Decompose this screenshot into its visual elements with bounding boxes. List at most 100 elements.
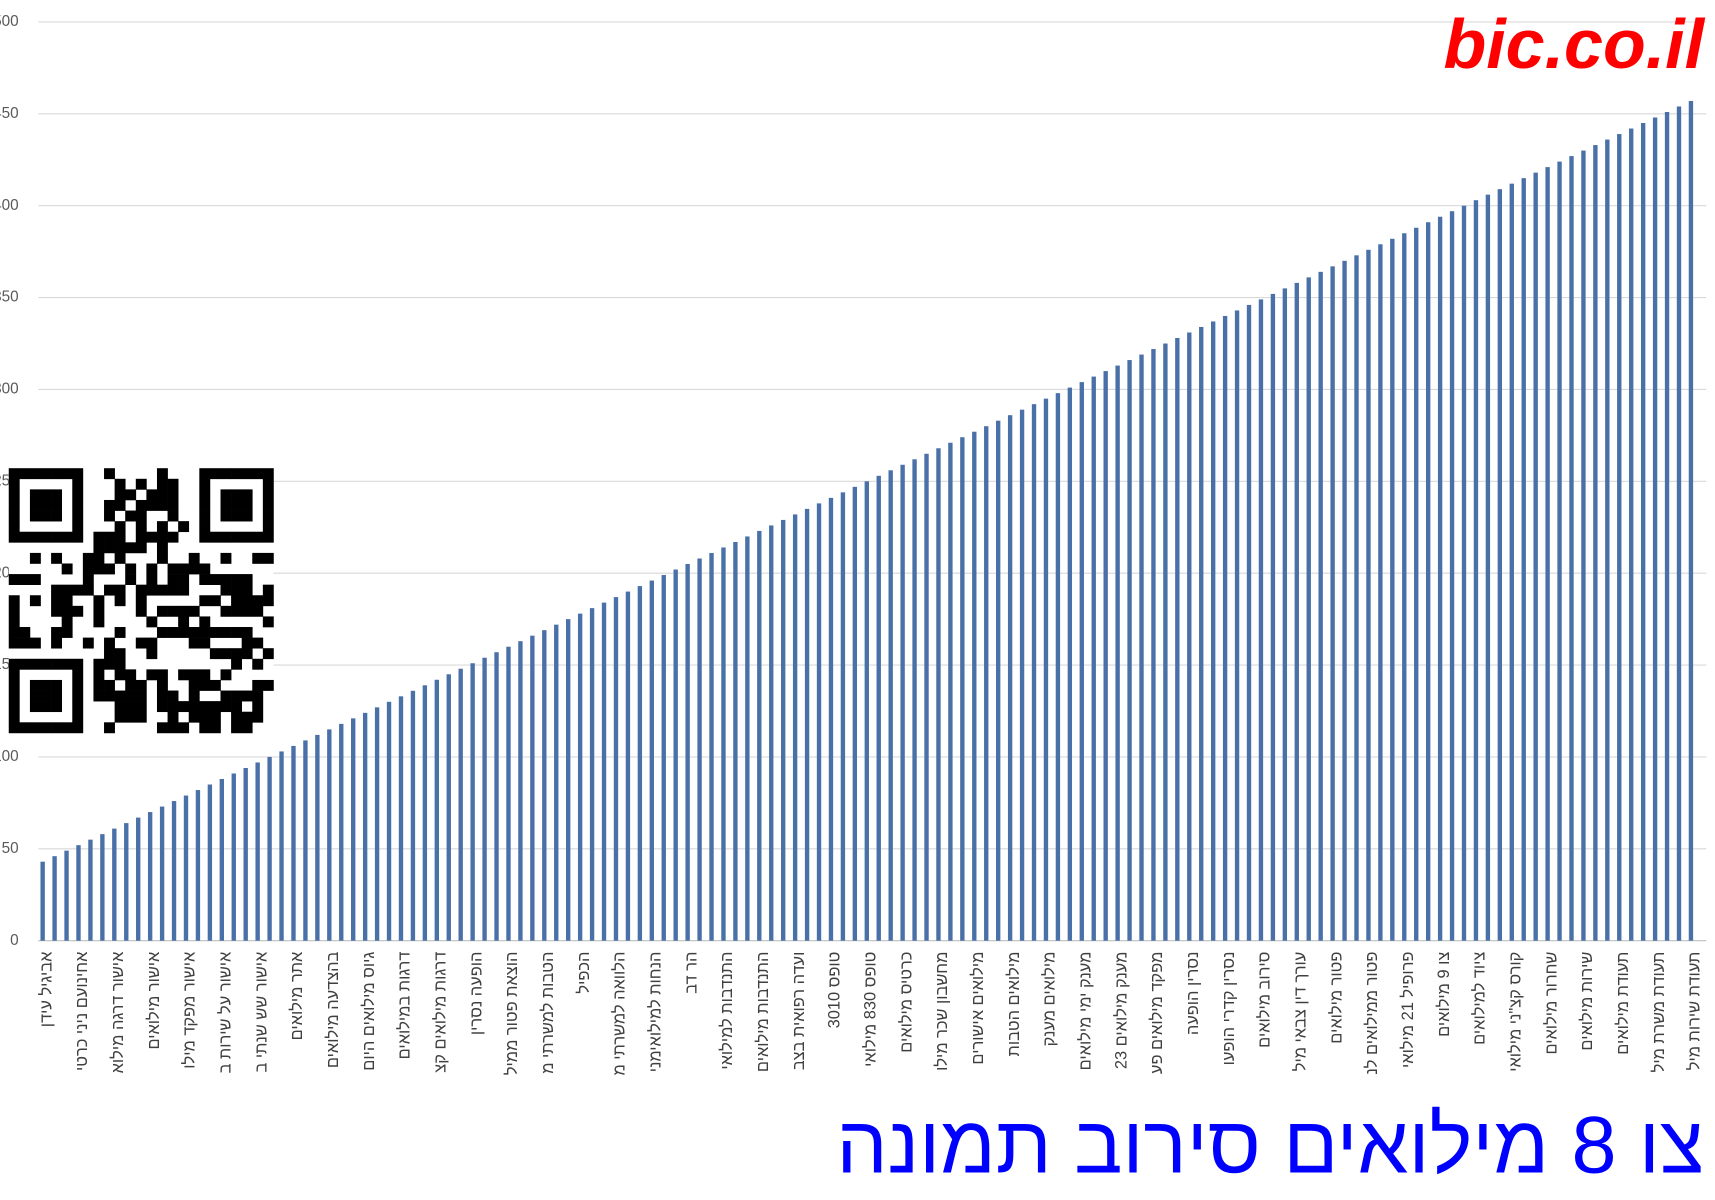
qr-module <box>252 690 264 702</box>
bar <box>362 712 368 941</box>
qr-module <box>188 627 200 638</box>
bar <box>1414 227 1419 941</box>
bar <box>494 652 499 941</box>
qr-module <box>199 616 211 628</box>
qr-module <box>231 605 243 617</box>
qr-module <box>199 563 211 575</box>
qr-module <box>156 521 168 533</box>
qr-module <box>135 595 147 607</box>
chart-title: צו 8 מילואים סירוב תמונה <box>836 1101 1704 1191</box>
bars <box>40 100 1694 941</box>
qr-module <box>135 637 147 649</box>
bar <box>984 426 989 941</box>
qr-module <box>51 468 63 480</box>
y-tick-label: 450 <box>0 105 19 122</box>
grid <box>38 21 1707 942</box>
qr-module <box>156 531 168 543</box>
bar <box>948 442 953 941</box>
qr-module <box>93 616 105 628</box>
bar <box>697 558 702 941</box>
bar <box>972 431 977 941</box>
x-tick-label: ציוד למילואים <box>1471 952 1489 1045</box>
qr-module <box>29 595 41 607</box>
bar <box>792 514 798 941</box>
qr-module <box>199 627 211 638</box>
qr-module <box>125 711 137 723</box>
bar <box>900 464 905 941</box>
qr-module <box>29 574 41 585</box>
bar <box>613 597 619 941</box>
bar <box>1640 123 1646 941</box>
qr-module <box>262 468 274 480</box>
qr-module <box>61 722 73 734</box>
qr-module <box>40 690 52 702</box>
x-tick-label: אחינועם ניני כרטי <box>73 951 91 1071</box>
qr-module <box>72 722 84 734</box>
y-tick-label: 500 <box>0 13 19 30</box>
x-tick-label: אישור מפקד מילו <box>181 951 199 1069</box>
qr-module <box>135 584 147 596</box>
bar <box>112 828 117 941</box>
qr-module <box>241 595 253 607</box>
qr-module <box>104 679 115 691</box>
qr-module <box>262 595 274 607</box>
bar <box>936 448 941 941</box>
qr-module <box>51 499 63 511</box>
bar <box>625 591 631 941</box>
qr-module <box>241 510 253 522</box>
bar <box>1199 326 1204 941</box>
qr-module <box>40 489 52 501</box>
x-tick-label: שירות מילואים <box>1578 952 1596 1051</box>
qr-module <box>241 690 253 702</box>
qr-module <box>167 489 179 501</box>
x-tick-label: מחשבון שכר מילו <box>933 952 951 1071</box>
qr-module <box>82 574 94 585</box>
qr-module <box>231 627 243 638</box>
bar <box>1509 183 1514 941</box>
bar <box>1497 189 1503 941</box>
qr-module <box>51 595 63 607</box>
bar <box>303 740 308 941</box>
qr-module <box>241 499 253 511</box>
qr-module <box>231 499 243 511</box>
qr-module <box>104 531 115 543</box>
bar <box>339 723 344 941</box>
qr-module <box>209 531 221 543</box>
qr-module <box>125 574 137 585</box>
qr-module <box>61 605 73 617</box>
x-tick-label: אישור דרגה מילוא <box>109 951 127 1073</box>
qr-module <box>8 722 20 734</box>
x-tick-label: מילואים הטבות <box>1005 952 1023 1057</box>
qr-module <box>135 701 147 713</box>
qr-module <box>114 542 126 554</box>
qr-module <box>178 574 190 585</box>
qr-module <box>241 637 253 649</box>
qr-module <box>51 552 63 564</box>
qr-module <box>8 637 20 649</box>
bar <box>1007 415 1013 941</box>
qr-module <box>93 669 105 681</box>
qr-module <box>252 701 264 713</box>
bar <box>1473 200 1479 941</box>
qr-module <box>8 690 20 702</box>
qr-module <box>51 701 63 713</box>
bar <box>1378 244 1383 941</box>
qr-module <box>241 574 253 585</box>
qr-module <box>51 510 63 522</box>
qr-module <box>146 563 158 575</box>
qr-module <box>178 605 190 617</box>
bar <box>1091 376 1096 941</box>
qr-module <box>231 595 243 607</box>
qr-module <box>220 648 232 660</box>
x-tick-label: התנדבות מילואים <box>754 952 772 1072</box>
qr-module <box>8 478 20 490</box>
bar <box>422 685 428 941</box>
x-tick-label: טופס 830 מילואי <box>862 952 880 1067</box>
qr-module <box>178 722 190 734</box>
qr-module <box>209 722 221 734</box>
qr-module <box>220 468 232 480</box>
qr-module <box>135 510 147 522</box>
qr-module <box>188 605 200 617</box>
qr-module <box>114 531 126 543</box>
